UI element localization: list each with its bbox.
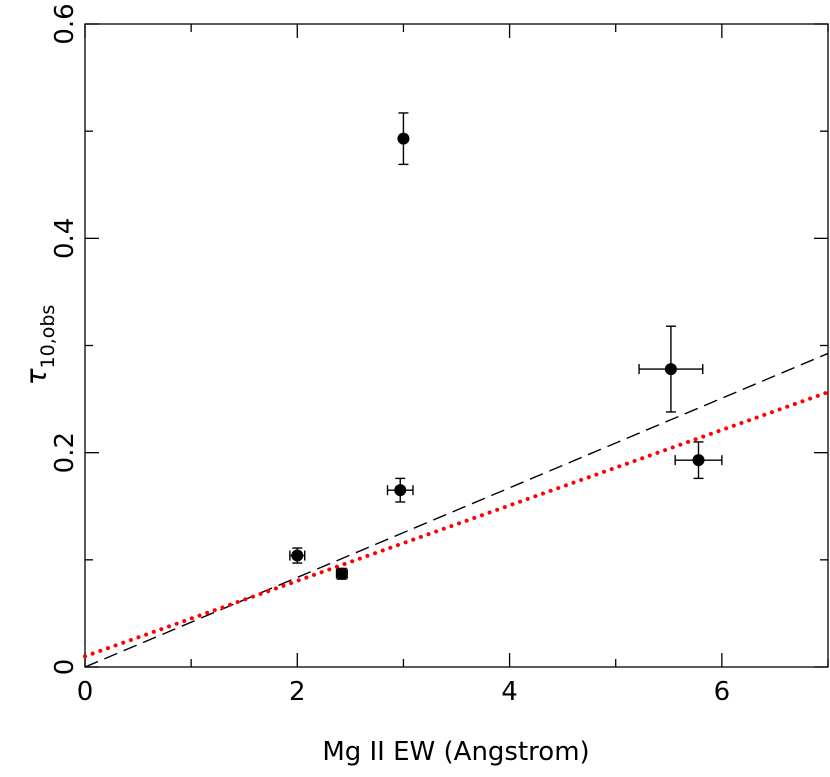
y-tick-label: 0.6 — [50, 3, 80, 44]
data-point — [638, 325, 704, 413]
data-point — [397, 112, 410, 166]
y-axis-subscript: 10,obs — [37, 305, 59, 369]
data-point — [335, 567, 348, 580]
dotted-fit-line — [83, 390, 830, 659]
axis-ticks — [84, 23, 829, 668]
y-tick-label: 0.2 — [50, 432, 80, 473]
x-axis-title: Mg II EW (Angstrom) — [322, 737, 589, 767]
y-axis-title: τ10,obs — [20, 305, 59, 386]
y-axis-symbol: τ — [20, 368, 53, 385]
dashed-fit-line — [84, 352, 829, 668]
x-tick-label: 6 — [714, 677, 731, 707]
data-point — [289, 547, 306, 564]
x-tick-label: 2 — [289, 677, 306, 707]
y-tick-label: 0.4 — [50, 218, 80, 259]
y-tick-label: 0 — [50, 659, 80, 676]
point-marker — [692, 454, 705, 467]
data-point — [386, 477, 414, 503]
point-marker — [394, 484, 407, 497]
x-tick-label: 4 — [501, 677, 518, 707]
data-point — [674, 441, 723, 480]
point-marker — [397, 132, 410, 145]
x-tick-label: 0 — [77, 677, 94, 707]
tick-labels: 0 2 4 6 0 0.2 0.4 0.6 — [50, 3, 730, 707]
point-marker — [664, 363, 677, 376]
point-marker — [291, 549, 304, 562]
point-marker — [335, 567, 348, 580]
fit-lines — [83, 352, 830, 668]
data-points — [289, 112, 723, 580]
plot-frame — [84, 23, 829, 668]
